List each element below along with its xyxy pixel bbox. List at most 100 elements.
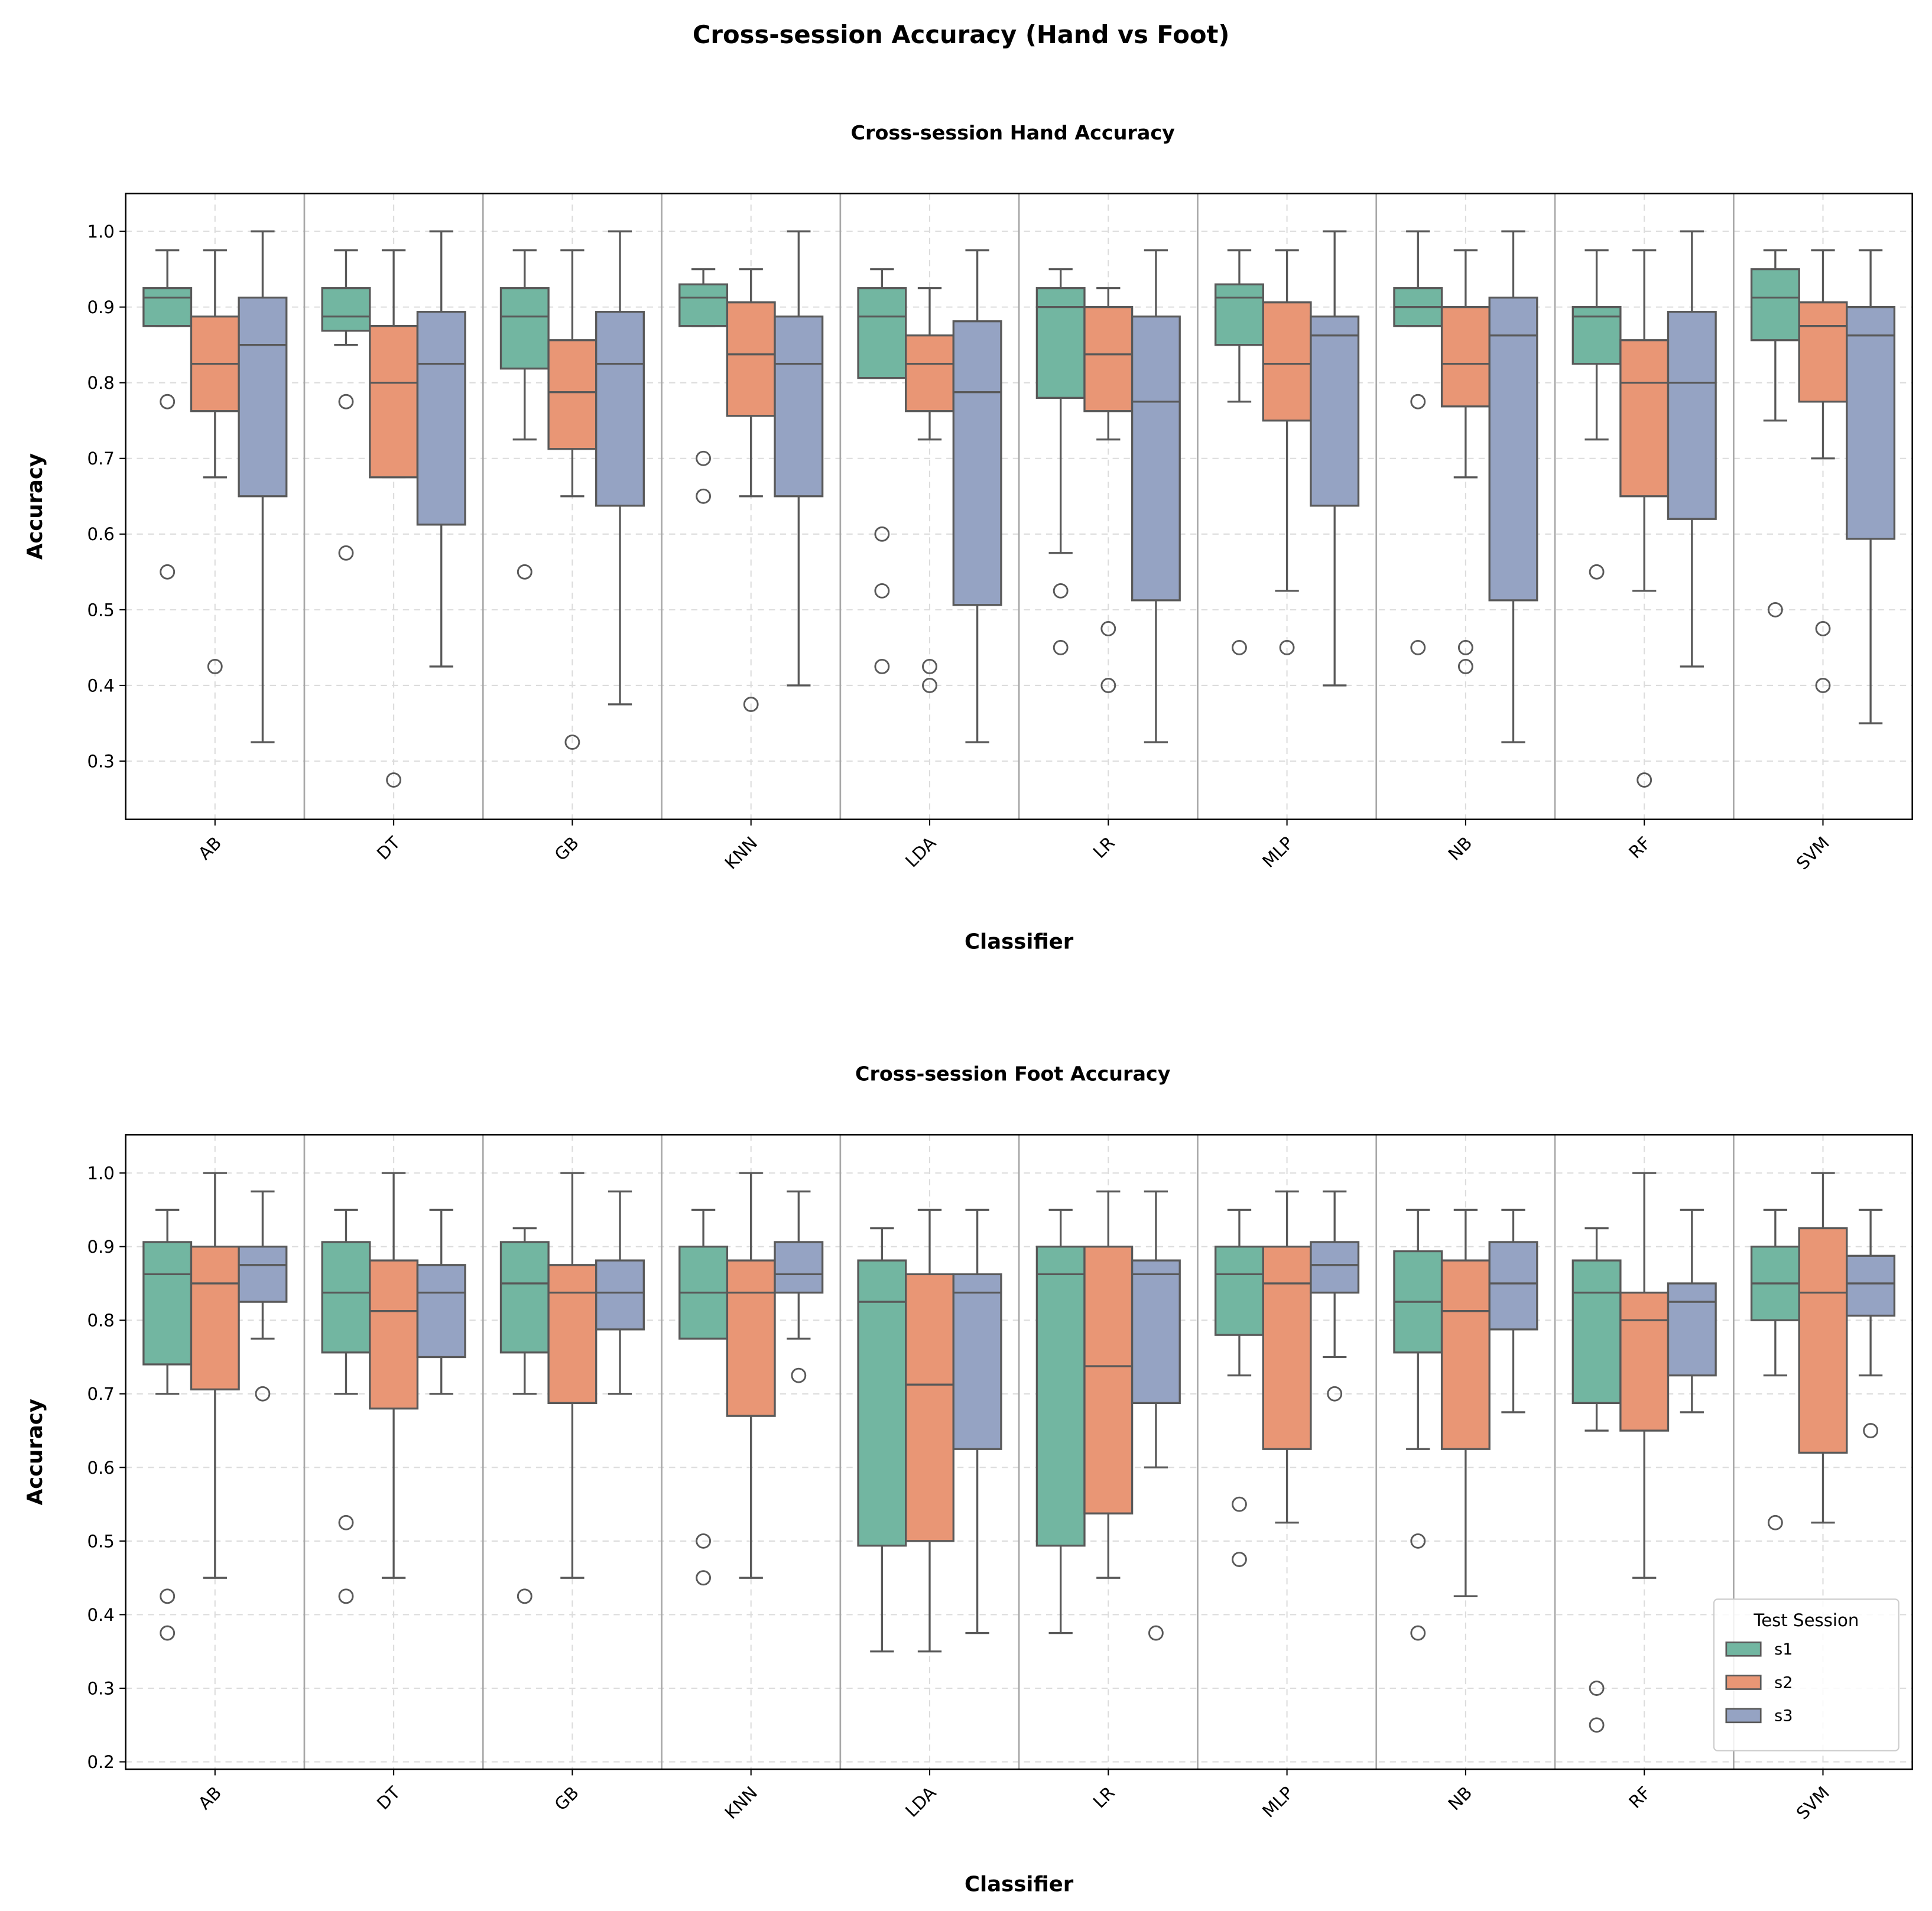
box-SVM-s1	[1750, 1208, 1800, 1530]
outlier-point	[1232, 1552, 1247, 1567]
outlier-point	[874, 659, 890, 674]
x-tick-label: MLP	[1258, 1783, 1297, 1822]
iqr-box	[499, 287, 550, 370]
outlier-point	[1589, 1717, 1605, 1733]
y-tick-label: 0.4	[87, 675, 114, 696]
x-tick-label: LR	[1089, 1783, 1119, 1812]
iqr-box	[595, 1259, 645, 1331]
box-SVM-s1	[1750, 249, 1800, 618]
axes-frame	[125, 1134, 1913, 1770]
outlier-point	[1410, 1625, 1426, 1641]
suptitle: Cross-session Accuracy (Hand vs Foot)	[693, 20, 1230, 49]
x-tick-label: GB	[551, 1783, 583, 1815]
outlier-point	[1815, 620, 1831, 636]
outlier-point	[1100, 620, 1116, 636]
iqr-box	[1750, 268, 1800, 342]
iqr-box	[416, 1264, 466, 1358]
box-MLP-s3	[1310, 230, 1360, 687]
box-DT-s2	[369, 249, 419, 788]
outlier-point	[1053, 639, 1069, 655]
box-LR-s2	[1083, 287, 1134, 693]
outlier-point	[338, 545, 354, 561]
outlier-point	[1232, 1496, 1247, 1512]
iqr-box	[726, 1259, 776, 1417]
legend-swatch-s3	[1725, 1708, 1762, 1724]
outlier-point	[1053, 583, 1069, 599]
iqr-box	[952, 320, 1002, 606]
y-tick-label: 0.9	[87, 1237, 114, 1257]
iqr-box	[190, 1246, 240, 1390]
box-GB-s2	[547, 249, 598, 750]
outlier-point	[1589, 1681, 1605, 1696]
y-tick-label: 0.5	[87, 600, 114, 620]
box-RF-s3	[1667, 1208, 1717, 1413]
box-NB-s3	[1488, 1208, 1538, 1413]
iqr-box	[1667, 311, 1717, 520]
iqr-box	[369, 324, 419, 479]
outlier-point	[1410, 1533, 1426, 1549]
x-tick-label: AB	[194, 1783, 225, 1814]
iqr-box	[369, 1259, 419, 1410]
box-LR-s3	[1131, 1190, 1181, 1641]
subplot-title: Cross-session Foot Accuracy	[855, 1062, 1171, 1086]
y-tick-label: 0.7	[87, 1384, 114, 1404]
outlier-point	[1148, 1625, 1164, 1641]
axes-frame	[125, 193, 1913, 820]
outlier-point	[255, 1386, 271, 1402]
box-NB-s3	[1488, 230, 1538, 743]
y-tick-label: 0.8	[87, 1311, 114, 1331]
box-GB-s3	[595, 1190, 645, 1395]
box-NB-s1	[1393, 230, 1443, 655]
iqr-box	[321, 1241, 371, 1354]
iqr-box	[238, 296, 288, 498]
iqr-box	[1310, 315, 1360, 507]
iqr-box	[1667, 1282, 1717, 1377]
outlier-point	[1863, 1423, 1879, 1438]
outlier-point	[1589, 564, 1605, 580]
outlier-point	[696, 1570, 712, 1586]
outlier-point	[338, 1514, 354, 1530]
y-tick-label: 0.2	[87, 1752, 114, 1772]
y-tick-label: 0.7	[87, 448, 114, 469]
legend: Test Session s1 s2 s3	[1713, 1598, 1899, 1751]
outlier-point	[1815, 678, 1831, 693]
x-tick-label: AB	[194, 833, 225, 863]
iqr-box	[1083, 1246, 1134, 1514]
box-LDA-s2	[905, 1208, 954, 1653]
box-DT-s1	[321, 249, 371, 561]
outlier-point	[874, 526, 890, 542]
box-KNN-s1	[678, 268, 729, 504]
box-LR-s1	[1035, 268, 1086, 655]
box-SVM-s3	[1846, 1208, 1896, 1438]
subplot-title: Cross-session Hand Accuracy	[851, 121, 1176, 144]
outlier-point	[1100, 678, 1116, 693]
outlier-point	[517, 564, 532, 580]
box-DT-s3	[416, 230, 466, 668]
y-tick-label: 0.3	[87, 751, 114, 771]
x-tick-label: NB	[1444, 1783, 1476, 1815]
iqr-box	[238, 1246, 288, 1303]
x-axis-label: Classifier	[965, 1872, 1074, 1896]
box-KNN-s3	[774, 1190, 824, 1383]
outlier-point	[1327, 1386, 1343, 1402]
y-tick-label: 0.4	[87, 1605, 114, 1625]
iqr-box	[1619, 1291, 1670, 1432]
box-MLP-s1	[1215, 249, 1264, 655]
iqr-box	[321, 287, 371, 332]
outlier-point	[1457, 659, 1473, 674]
outlier-point	[696, 488, 712, 504]
box-NB-s1	[1393, 1208, 1443, 1641]
y-tick-label: 0.3	[87, 1678, 114, 1698]
outlier-point	[1636, 772, 1652, 788]
iqr-box	[547, 339, 598, 450]
outlier-point	[1410, 394, 1426, 410]
box-MLP-s1	[1215, 1208, 1264, 1567]
outlier-point	[160, 1588, 176, 1604]
iqr-box	[857, 287, 907, 379]
box-AB-s2	[190, 1172, 240, 1579]
iqr-box	[1571, 1259, 1622, 1405]
iqr-box	[1215, 283, 1264, 346]
outlier-point	[338, 1588, 354, 1604]
iqr-box	[1262, 1246, 1312, 1450]
